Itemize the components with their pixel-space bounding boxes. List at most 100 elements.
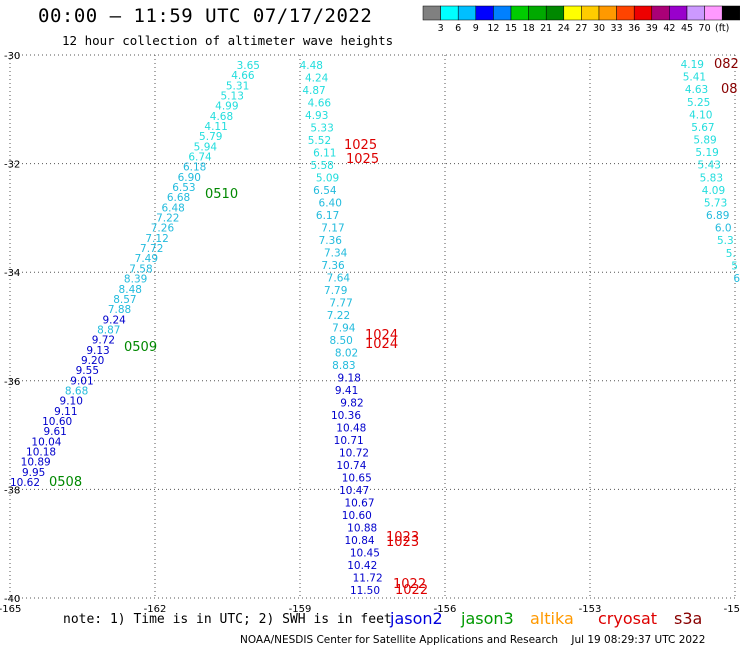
wave-height-label: 6 (733, 273, 740, 285)
wave-height-label: 5.94 (194, 141, 218, 153)
wave-height-label: 9.20 (81, 355, 104, 367)
wave-height-label: 5.58 (310, 160, 333, 172)
wave-height-label: 7.79 (324, 285, 347, 297)
wave-height-label: 6.54 (313, 185, 337, 197)
lon-tick-label: -159 (289, 604, 312, 615)
wave-height-label: 10.42 (347, 560, 377, 572)
track-middle: 4.484.244.874.664.935.335.526.115.585.09… (300, 60, 383, 597)
wave-height-label: 10.74 (336, 460, 366, 472)
pass-time-label: 1022 (393, 577, 426, 592)
lat-tick-label: -34 (4, 268, 20, 279)
wave-height-label: 9.11 (54, 406, 77, 418)
wave-height-label: 10.48 (336, 423, 366, 435)
wave-height-label: 8.02 (335, 348, 358, 360)
wave-height-label: 6.89 (706, 210, 729, 222)
wave-height-label: 5 (731, 260, 738, 272)
legend-label: 3 (438, 23, 444, 34)
wave-height-label: 9.72 (92, 335, 115, 347)
wave-height-label: 10.60 (42, 416, 72, 428)
wave-height-label: 7.77 (329, 298, 352, 310)
wave-height-label: 5.31 (226, 80, 249, 92)
pass-time-label: 08 (721, 82, 738, 97)
wave-height-label: 8.39 (124, 274, 147, 286)
wave-height-label: 10.88 (347, 523, 377, 535)
wave-height-label: 7.22 (156, 213, 179, 225)
wave-height-label: 6.90 (178, 172, 201, 184)
lat-tick-label: -38 (4, 485, 20, 496)
wave-height-label: 5.13 (221, 91, 244, 103)
wave-height-label: 5.09 (316, 173, 339, 185)
wave-height-label: 7.64 (327, 273, 351, 285)
wave-height-label: 9.41 (335, 385, 358, 397)
lon-tick-label: -156 (434, 604, 457, 615)
legend-label: 21 (540, 23, 552, 34)
wave-height-label: 9.82 (340, 398, 363, 410)
wave-height-label: 5.67 (691, 122, 714, 134)
wave-height-label: 10.71 (334, 435, 364, 447)
wave-height-label: 6.48 (161, 202, 184, 214)
legend-label: 24 (558, 23, 570, 34)
wave-height-label: 9.95 (22, 467, 45, 479)
wave-height-label: 4.10 (689, 109, 712, 121)
wave-height-label: 7.94 (332, 323, 356, 335)
wave-height-label: 7.58 (129, 263, 152, 275)
wave-height-label: 6.40 (319, 198, 342, 210)
wave-height-label: 7.36 (321, 260, 345, 272)
mission-cryosat: cryosat (598, 609, 658, 628)
legend-label: 18 (523, 23, 535, 34)
wave-height-label: 9.10 (60, 396, 83, 408)
legend-label: 6 (455, 23, 461, 34)
wave-height-label: 9.13 (86, 345, 109, 357)
wave-height-label: 8.50 (329, 335, 352, 347)
wave-height-label: 10.67 (344, 498, 374, 510)
legend-label: 45 (681, 23, 693, 34)
pass-time-label: 1025 (344, 138, 377, 153)
wave-height-label: 8.68 (65, 385, 88, 397)
track-right: 4.195.414.635.254.105.675.895.195.435.83… (681, 59, 740, 285)
wave-height-label: 10.45 (350, 548, 380, 560)
wave-height-label: 4.66 (308, 98, 332, 110)
lon-tick-label: -153 (579, 604, 602, 615)
mission-s3a: s3a (674, 609, 703, 628)
wave-height-label: 4.19 (681, 59, 704, 71)
lat-tick-label: -40 (4, 594, 20, 605)
wave-height-label: 11.72 (353, 573, 383, 585)
wave-height-label: 10.18 (26, 446, 56, 458)
legend-label: 39 (646, 23, 658, 34)
wave-height-label: 6.68 (167, 192, 190, 204)
wave-height-label: 7.26 (151, 223, 175, 235)
wave-height-label: 5.33 (310, 123, 333, 135)
credit-line: NOAA/NESDIS Center for Satellite Applica… (240, 634, 706, 646)
pass-time-label: 1022 (395, 583, 428, 598)
wave-height-label: 10.04 (31, 436, 61, 448)
pass-time-label: 0509 (124, 340, 157, 355)
pass-time-label: 1023 (386, 530, 419, 545)
wave-height-label: 4.66 (231, 70, 255, 82)
wave-height-label: 4.93 (305, 110, 328, 122)
wave-height-label: 7.12 (145, 233, 168, 245)
wave-height-label: 7.88 (108, 304, 131, 316)
pass-time-label: 0510 (205, 187, 238, 202)
legend-label: 15 (505, 23, 517, 34)
track-left: 3.654.665.315.134.994.684.115.795.946.74… (10, 60, 260, 489)
wave-height-label: 7.36 (319, 235, 343, 247)
wave-height-label: 10.84 (345, 535, 375, 547)
wave-height-label: 5.73 (704, 197, 727, 209)
wave-height-label: 5.52 (308, 135, 331, 147)
wave-height-label: 5.25 (687, 97, 710, 109)
wave-height-label: 6.11 (313, 148, 336, 160)
wave-height-label: 10.89 (21, 457, 51, 469)
wave-height-label: 8.83 (332, 360, 355, 372)
color-legend: 3 6 9 12 15 18 21 24 27 30 33 36 39 42 45 70 (ft) (422, 5, 740, 34)
mission-jason3: jason3 (461, 609, 514, 628)
wave-height-label: 10.62 (10, 477, 40, 489)
wave-height-label: 10.72 (339, 448, 369, 460)
wave-height-label: 4.11 (204, 121, 227, 133)
legend-label: (ft) (715, 23, 729, 34)
wave-height-label: 4.24 (305, 73, 329, 85)
pass-time-label: 1025 (346, 152, 379, 167)
wave-height-label: 3.65 (237, 60, 260, 72)
wave-height-label: 8.57 (113, 294, 136, 306)
